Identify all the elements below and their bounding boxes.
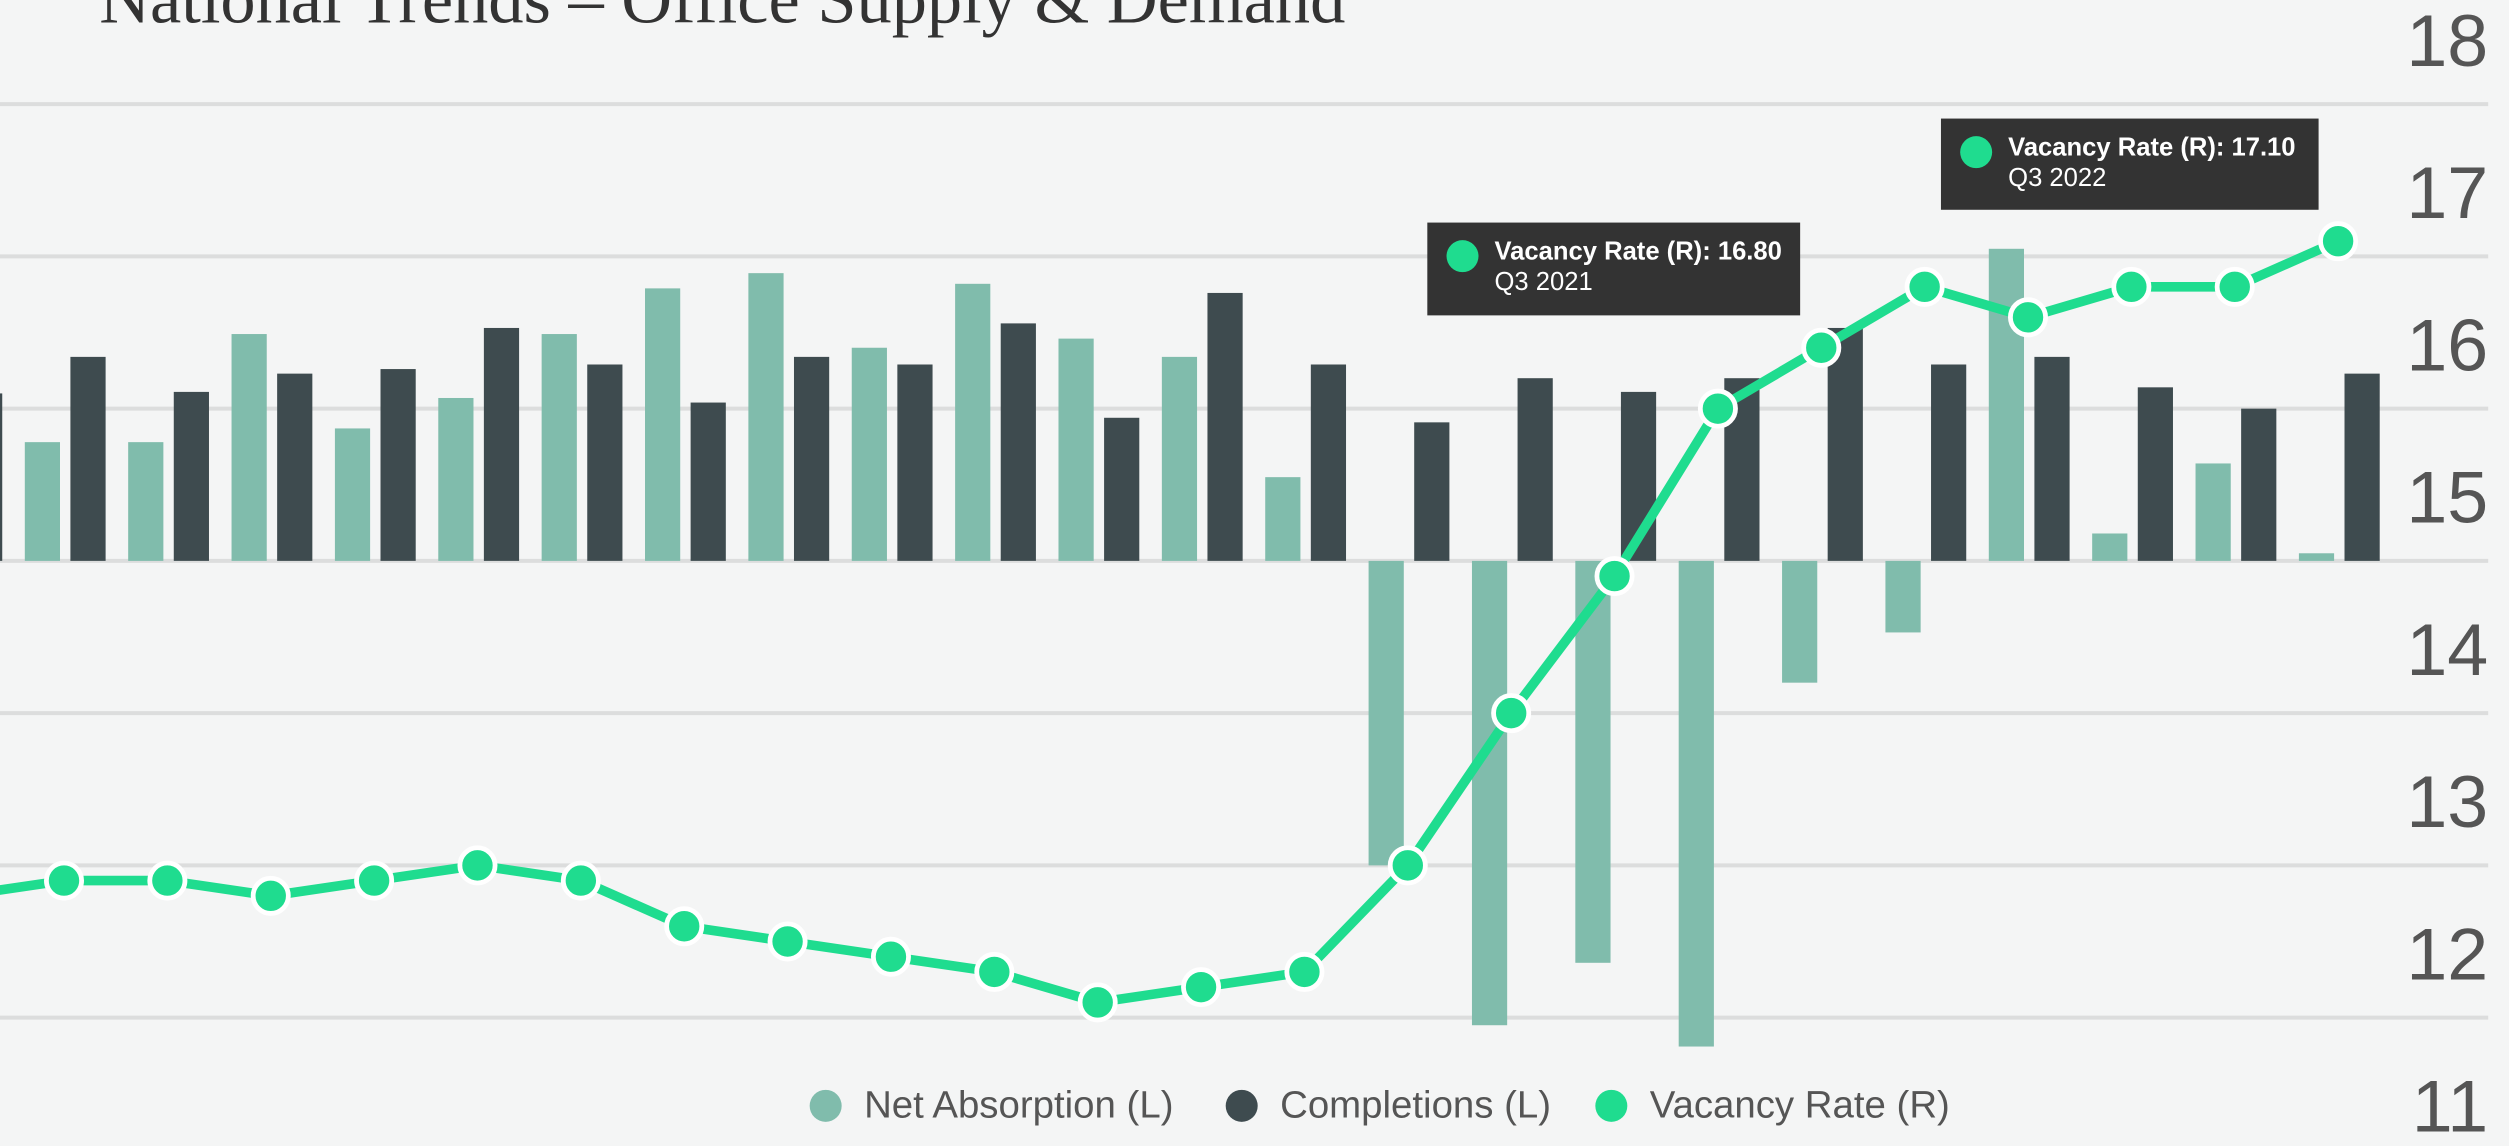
y2-tick-label: 11: [2412, 1065, 2488, 1146]
tooltip: [1427, 222, 1801, 316]
bar: [438, 397, 474, 561]
bar: [1885, 560, 1921, 633]
line-marker: [1801, 327, 1842, 368]
bar: [897, 364, 933, 561]
bar: [2344, 373, 2380, 561]
bar: [1104, 417, 1140, 561]
line-marker: [147, 860, 188, 901]
bar: [1827, 327, 1863, 561]
legend-swatch: [1225, 1089, 1258, 1122]
bar: [2298, 553, 2335, 561]
bar: [334, 428, 371, 561]
line-marker: [1697, 388, 1738, 429]
bar: [2092, 533, 2128, 561]
bar: [1000, 323, 1036, 561]
bar: [277, 373, 313, 561]
line-marker: [250, 875, 291, 916]
legend-label: Completions (L): [1280, 1084, 1551, 1127]
chart-title: National Trends – Office Supply & Demand: [99, 0, 1345, 39]
bar: [645, 288, 681, 561]
line-marker: [1904, 266, 1945, 307]
legend-label: Net Absorption (L): [864, 1084, 1173, 1127]
y2-tick-label: 13: [2406, 760, 2488, 843]
y2-tick-label: 12: [2406, 912, 2488, 995]
y2-tick-label: 16: [2406, 303, 2488, 386]
tooltip: [1940, 118, 2319, 210]
tooltip-subtext: Q3 2022: [2008, 164, 2106, 192]
bar: [1988, 248, 2025, 561]
bar: [1678, 560, 1714, 1047]
bar: [1368, 560, 1404, 866]
line-marker: [44, 860, 85, 901]
bar: [1207, 292, 1243, 561]
bar: [541, 334, 577, 561]
bar: [690, 402, 726, 561]
line-marker: [1387, 845, 1428, 886]
bar: [70, 356, 106, 561]
bar: [1517, 378, 1553, 561]
bar: [2034, 356, 2070, 561]
bar: [1310, 364, 1347, 561]
tooltip-subtext: Q3 2021: [1495, 268, 1593, 296]
bar: [2137, 387, 2173, 561]
bar: [587, 364, 623, 561]
bar: [1414, 422, 1450, 561]
bar: [2195, 463, 2231, 561]
line-marker: [2008, 297, 2049, 338]
bar: [1058, 338, 1094, 561]
line-marker: [457, 845, 498, 886]
bar: [1931, 364, 1967, 561]
line-marker: [1181, 967, 1222, 1008]
legend-label: Vacancy Rate (R): [1650, 1084, 1950, 1127]
line-marker: [870, 936, 911, 977]
line-marker: [767, 921, 808, 962]
bar: [2241, 408, 2277, 561]
line-marker: [560, 860, 601, 901]
bar: [380, 369, 416, 561]
bar: [955, 283, 991, 561]
line-marker: [2111, 266, 2152, 307]
bar: [1265, 477, 1301, 561]
legend-swatch: [1595, 1089, 1628, 1122]
bar: [1161, 356, 1198, 561]
y2-tick-label: 18: [2406, 0, 2488, 82]
bar: [1782, 560, 1818, 683]
line-marker: [1077, 982, 1118, 1023]
y2-tick-label: 15: [2406, 456, 2488, 539]
bar: [231, 334, 267, 561]
bar: [0, 393, 3, 561]
tooltip-text: Vacancy Rate (R): 16.80: [1495, 238, 1782, 266]
legend-swatch: [809, 1089, 842, 1122]
line-marker: [2214, 266, 2255, 307]
y2-tick-label: 14: [2406, 608, 2488, 691]
bar: [748, 273, 784, 561]
line-marker: [1284, 951, 1325, 992]
tooltip-dot: [1446, 240, 1479, 273]
bar: [793, 356, 830, 561]
line-marker: [1594, 556, 1635, 597]
y2-tick-label: 17: [2406, 151, 2488, 234]
line-marker: [664, 906, 705, 947]
bar: [1471, 560, 1508, 1026]
bar: [173, 391, 209, 561]
line-marker: [1491, 693, 1532, 734]
tooltip-text: Vacancy Rate (R): 17.10: [2008, 134, 2295, 162]
bar: [483, 327, 520, 561]
bar: [128, 442, 164, 561]
tooltip-dot: [1960, 136, 1993, 169]
line-marker: [354, 860, 395, 901]
bar: [851, 347, 887, 561]
line-marker: [974, 951, 1015, 992]
line-marker: [2318, 221, 2359, 262]
bar: [24, 442, 61, 561]
